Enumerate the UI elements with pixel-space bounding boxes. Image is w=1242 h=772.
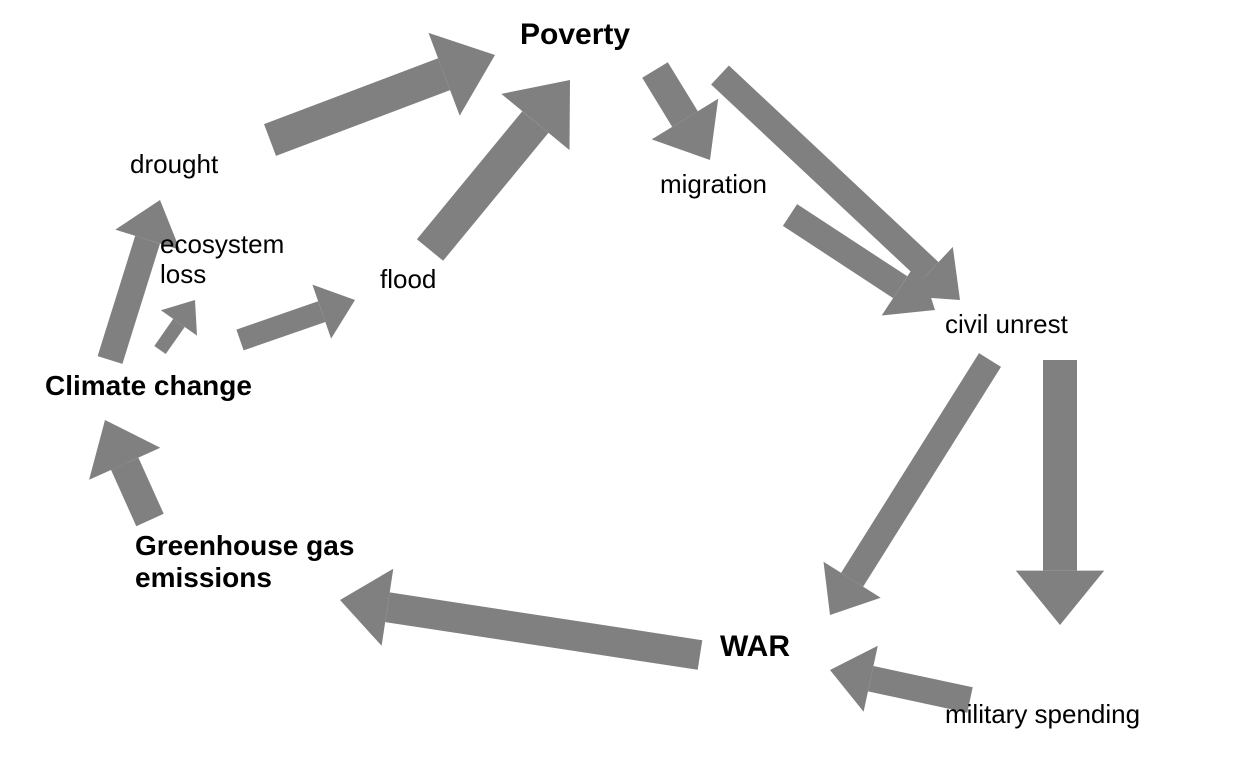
node-civil_unrest: civil unrest: [945, 310, 1068, 340]
node-military_spending: military spending: [945, 700, 1140, 730]
edge-climate_change-to-ecosystem_loss: [154, 300, 197, 354]
node-climate_change: Climate change: [45, 370, 252, 402]
edge-war-to-greenhouse: [340, 569, 702, 670]
edge-migration-to-civil_unrest: [783, 204, 935, 315]
edge-civil_unrest-to-war: [824, 353, 1002, 615]
edge-greenhouse-to-climate_change: [89, 420, 164, 526]
node-war: WAR: [720, 630, 790, 665]
edge-climate_change-to-flood: [236, 285, 355, 351]
node-flood: flood: [380, 265, 436, 295]
node-migration: migration: [660, 170, 767, 200]
edge-civil_unrest-to-military_spending: [1016, 360, 1104, 625]
edge-poverty-to-migration: [642, 62, 718, 160]
node-drought: drought: [130, 150, 218, 180]
node-greenhouse: Greenhouse gas emissions: [135, 530, 354, 594]
edge-drought-to-poverty: [264, 33, 495, 156]
node-poverty: Poverty: [520, 18, 630, 53]
node-ecosystem_loss: ecosystem loss: [160, 230, 284, 290]
edge-flood-to-poverty: [417, 80, 570, 261]
